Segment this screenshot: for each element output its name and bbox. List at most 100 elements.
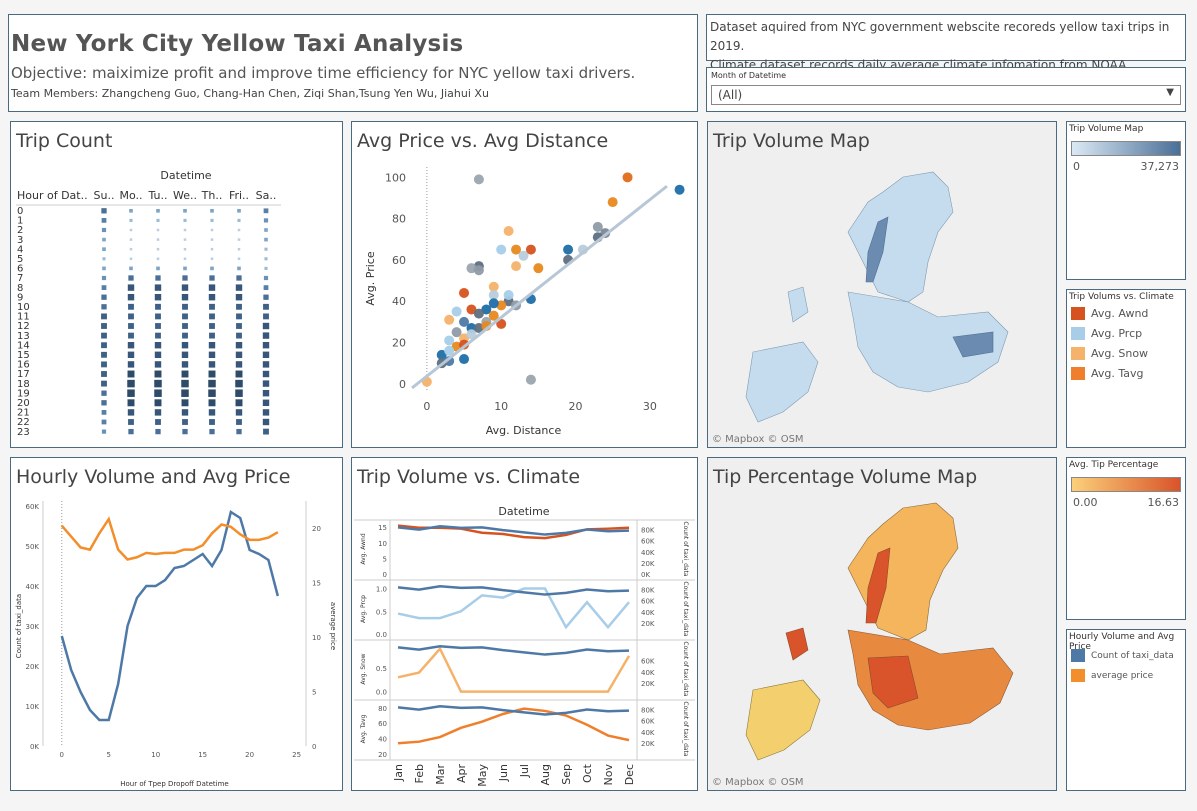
- climate-x-tick: Jan: [392, 764, 405, 782]
- heatmap-cell: [182, 428, 188, 435]
- heatmap-row-label: 8: [17, 283, 23, 294]
- trip-volume-legend-title: Trip Volume Map: [1069, 124, 1144, 134]
- climate-y2-label: Count of taxi_data: [682, 521, 689, 577]
- scatter-x-tick: 30: [643, 400, 657, 413]
- heatmap-cell: [128, 428, 134, 435]
- heatmap-cell: [237, 218, 241, 222]
- climate-y-tick: 0.5: [376, 665, 387, 673]
- snow-label: Avg. Snow: [1091, 347, 1149, 360]
- scatter-y-tick: 20: [392, 337, 406, 350]
- scatter-x-tick: 20: [569, 400, 583, 413]
- heatmap-cell: [235, 389, 243, 397]
- heatmap-cell: [237, 228, 241, 232]
- heatmap-cell: [236, 303, 242, 310]
- heatmap-cell: [235, 361, 243, 368]
- month-filter-label: Month of Datetime: [711, 71, 787, 80]
- heatmap-cell: [235, 294, 243, 301]
- heatmap-cell: [235, 379, 243, 388]
- hourly-chart: 0K 10K 20K 30K 40K 50K 60K 0 5 10 15 20 0 5 10 15 20 25 Ho…: [15, 501, 337, 788]
- heatmap-cell: [154, 370, 162, 378]
- climate-y-tick: 5: [383, 555, 387, 563]
- heatmap-cell: [263, 208, 269, 214]
- heatmap-cell: [155, 419, 161, 425]
- heatmap-cell: [102, 247, 106, 252]
- map-credit: © Mapbox © OSM: [712, 434, 804, 445]
- climate-x-tick: Sep: [560, 764, 573, 785]
- climate-y2-tick: 0K: [641, 571, 650, 579]
- climate-x-tick: Dec: [623, 764, 636, 785]
- heatmap-cell: [101, 429, 107, 434]
- heatmap-cell: [101, 304, 107, 310]
- heatmap-cell: [129, 238, 133, 241]
- climate-series-line: [397, 707, 630, 745]
- heatmap-cell: [129, 228, 133, 232]
- scatter-point: [481, 304, 492, 315]
- heatmap-cell: [155, 303, 161, 310]
- legend-item-price[interactable]: average price: [1071, 669, 1153, 682]
- chevron-down-icon[interactable]: ▼: [1166, 87, 1174, 98]
- heatmap-cell: [101, 351, 107, 358]
- tip-max: 16.63: [1147, 496, 1180, 509]
- scatter-point: [459, 287, 470, 298]
- heatmap-cell: [264, 266, 268, 270]
- heatmap-cell: [264, 257, 268, 261]
- heatmap-cell: [263, 275, 269, 281]
- hourly-panel: Hourly Volume and Avg Price 0K 10K 20K 30K 4…: [10, 457, 343, 791]
- climate-y2-tick: 20K: [641, 740, 655, 748]
- legend-item-tavg[interactable]: Avg. Tavg: [1071, 367, 1144, 380]
- legend-item-snow[interactable]: Avg. Snow: [1071, 347, 1148, 360]
- heatmap-cell: [102, 257, 106, 261]
- legend-item-count[interactable]: Count of taxi_data: [1071, 649, 1174, 662]
- trip-volume-map[interactable]: [708, 122, 1056, 447]
- heatmap-cell: [101, 323, 107, 329]
- heatmap-cell: [127, 379, 135, 388]
- scatter-point: [592, 221, 603, 232]
- hourly-legend: Hourly Volume and Avg Price Count of tax…: [1066, 629, 1186, 791]
- climate-y-tick: 60: [378, 720, 387, 728]
- heatmap-cell: [235, 370, 243, 378]
- count-swatch: [1071, 649, 1085, 662]
- hourly-y2-tick: 15: [312, 579, 321, 587]
- heatmap-cell: [208, 351, 216, 358]
- scatter-point: [451, 306, 462, 317]
- heatmap-row-label: 14: [17, 340, 30, 351]
- month-filter-value: (All): [718, 88, 743, 102]
- heatmap-cell: [210, 247, 214, 251]
- tip-gradient: [1071, 477, 1181, 492]
- heatmap-cell: [101, 380, 107, 387]
- heatmap-cell: [237, 257, 241, 261]
- tip-percentage-map[interactable]: [708, 458, 1056, 790]
- heatmap-cell: [237, 247, 241, 251]
- heatmap-cell: [210, 257, 214, 261]
- heatmap-cell: [210, 238, 214, 241]
- hourly-y-tick: 20K: [26, 663, 40, 671]
- climate-y2-tick: 60K: [641, 658, 655, 666]
- heatmap-cell: [209, 419, 215, 425]
- heatmap-cell: [155, 332, 161, 339]
- month-filter-dropdown[interactable]: (All) ▼: [711, 85, 1181, 105]
- legend-item-prcp[interactable]: Avg. Prcp: [1071, 327, 1142, 340]
- heatmap-cell: [127, 409, 135, 416]
- heatmap-cell: [236, 419, 242, 425]
- legend-item-awnd[interactable]: Avg. Awnd: [1071, 307, 1148, 320]
- climate-y2-tick: 40K: [641, 549, 655, 557]
- heatmap-cell: [210, 228, 214, 232]
- heatmap-cell: [127, 284, 135, 291]
- heatmap-cell: [183, 228, 187, 232]
- heatmap-cell: [262, 342, 270, 349]
- heatmap-cell: [101, 410, 107, 415]
- price-distance-title: Avg Price vs. Avg Distance: [357, 130, 609, 152]
- count-label: Count of taxi_data: [1091, 650, 1174, 661]
- heatmap-cell: [264, 228, 268, 232]
- scatter-point: [459, 316, 470, 327]
- heatmap-cell: [154, 294, 162, 301]
- heatmap-cell: [263, 285, 269, 290]
- heatmap-row-label: 19: [17, 388, 30, 399]
- heatmap-cell: [154, 399, 162, 407]
- heatmap-row-label: 22: [17, 417, 30, 428]
- tip-legend-title: Avg. Tip Percentage: [1069, 460, 1159, 470]
- heatmap-cell: [129, 257, 133, 261]
- heatmap-cell: [209, 275, 215, 281]
- heatmap-cell: [156, 228, 160, 232]
- heatmap-cell: [210, 218, 214, 222]
